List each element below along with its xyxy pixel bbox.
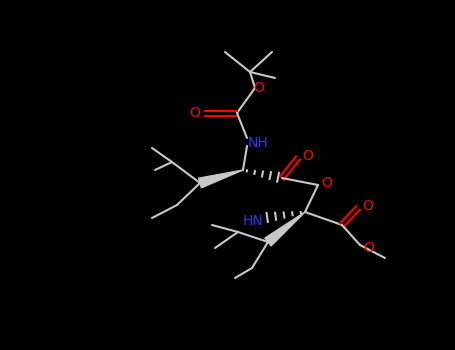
Text: HN: HN xyxy=(243,214,263,228)
Text: O: O xyxy=(190,106,201,120)
Text: NH: NH xyxy=(248,136,268,150)
Polygon shape xyxy=(198,170,243,188)
Text: O: O xyxy=(364,241,374,255)
Text: O: O xyxy=(303,149,313,163)
Text: O: O xyxy=(322,176,333,190)
Polygon shape xyxy=(265,212,305,246)
Text: O: O xyxy=(253,81,264,95)
Text: O: O xyxy=(363,199,374,213)
